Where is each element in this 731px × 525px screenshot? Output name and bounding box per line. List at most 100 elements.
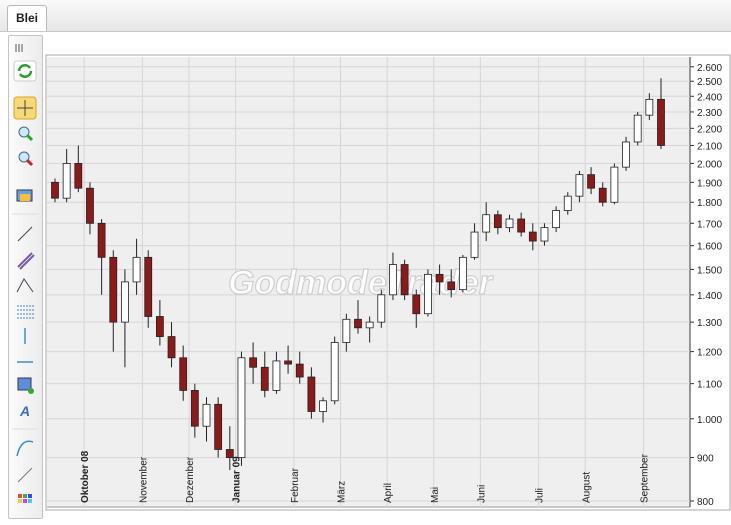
candle-body [284,360,292,365]
y-tick-label: 800 [697,497,714,508]
candle-body [97,222,106,258]
candle-body [295,363,304,378]
candle-body [86,187,94,224]
candle-body [552,210,561,229]
candle-body [389,264,397,296]
x-tick-label: Dezember [185,456,196,503]
curve-tool[interactable] [16,440,34,457]
y-tick-label: 1.100 [697,380,722,391]
candle-body [458,256,467,290]
x-tick-label: April [383,483,394,503]
x-tick-label: Juni [476,485,487,503]
y-tick-label: 1.200 [697,348,722,359]
candle-body [225,449,234,458]
line-tool[interactable] [17,226,33,242]
candle-body [645,98,654,116]
toolbar-icons: A [12,44,39,503]
candle-body [622,141,630,168]
x-tick-label: März [337,481,348,503]
candle-body [424,273,432,315]
candle-body [575,174,584,197]
candle-body [74,163,83,189]
candle-body [412,294,421,315]
x-tick-label: November [138,456,149,503]
grid: 800 900 1.000 1.100 1.200 1.300 1.400 1.500 1.60… [47,57,722,508]
candle-body [307,376,316,412]
x-tick-label: September [640,453,651,503]
fibonacci-tool[interactable] [17,305,34,319]
candle-body [517,218,526,233]
candle-body [144,256,153,317]
candle-body [435,273,444,283]
refresh-button[interactable] [13,60,37,82]
candle-body [482,214,491,233]
candle-body [528,231,537,242]
candles [51,78,665,471]
candle-body [121,281,129,323]
candle-body [272,360,281,391]
candle-body [587,174,595,189]
tab[interactable]: Blei [7,5,47,31]
x-tick-label: Januar 09 [232,456,243,503]
candle-body [354,318,362,329]
x-tick-label: Mai [430,487,441,503]
text-tool-icon[interactable]: A [19,403,30,419]
y-tick-label: 2.100 [697,141,722,152]
candle-body [377,294,386,323]
candle-body [400,264,409,296]
candle-body [330,342,339,402]
plot-area [47,57,690,507]
zoom-in-button[interactable] [18,126,30,138]
candle-body [493,214,502,229]
candle-body [610,166,619,203]
candle-body [260,366,269,391]
candle-body [365,321,374,329]
y-tick-label: 1.700 [697,219,722,230]
candle-body [505,218,514,229]
y-tick-label: 2.400 [697,92,722,103]
y-tick-label: 1.800 [697,198,722,209]
candle-body [214,403,223,450]
y-tick-label: 1.400 [697,291,722,302]
candle-body [342,318,351,343]
candle-body [540,227,549,242]
candle-body [563,195,572,211]
candle-body [447,281,456,290]
candle-body [633,114,642,143]
color-tool[interactable] [18,494,32,503]
candle-body [470,231,479,258]
y-tick-label: 2.300 [697,108,722,119]
candle-body [167,336,176,359]
pen-tool[interactable] [17,467,33,483]
x-tick-label: Februar [290,467,301,503]
chart-frame [45,54,731,511]
y-tick-label: 1.000 [697,415,722,426]
watermark: GodmodeTrader [228,264,494,302]
y-tick-label: 2.500 [697,77,722,88]
y-tick-label: 2.000 [697,159,722,170]
candle-body [237,357,246,458]
candle-body [319,400,327,412]
channel-tool[interactable] [17,252,35,270]
y-tick-label: 2.200 [697,124,722,135]
candle-body [657,98,665,146]
candle-body [132,256,141,283]
y-tick-label: 1.500 [697,265,722,276]
rectangle-tool[interactable] [17,377,32,391]
triangle-tool[interactable] [16,278,34,293]
candle-body [62,163,71,199]
candle-body [155,316,164,337]
candle-body [51,181,59,199]
y-tick-label: 1.300 [697,318,722,329]
y-tick-label: 1.600 [697,242,722,253]
candle-body [249,357,258,368]
x-tick-label: August [581,472,592,503]
y-tick-label: 2.600 [697,63,722,74]
zoom-out-button[interactable] [18,151,30,163]
x-tick-label: Oktober 08 [80,450,91,503]
candle-body [190,390,199,427]
tab-bar: Blei [0,0,731,32]
candle-body [202,403,211,427]
y-tick-label: 900 [697,454,714,465]
